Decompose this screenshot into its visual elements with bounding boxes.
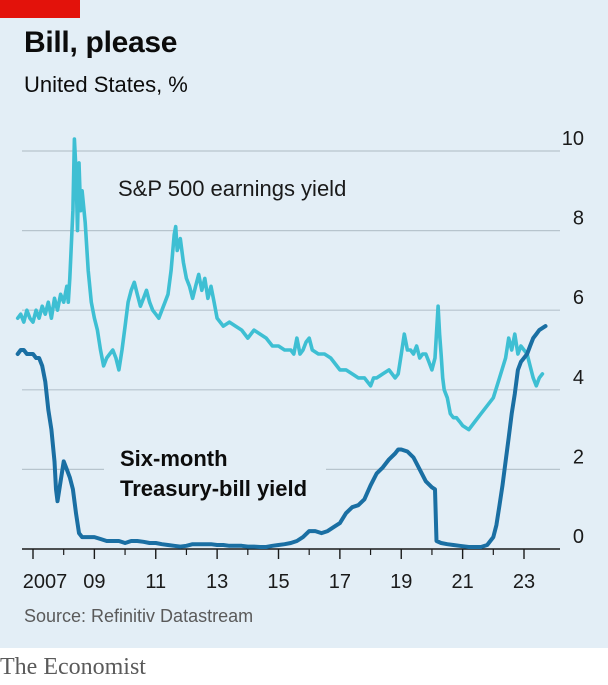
tbill-label-background [104, 440, 326, 506]
gridlines [22, 150, 560, 550]
tbill-series-label-line1: Six-month [120, 446, 228, 471]
x-tick-label: 09 [83, 571, 105, 593]
chart-title: Bill, please [24, 26, 178, 59]
sp500-series-label: S&P 500 earnings yield [118, 176, 346, 201]
y-tick-label: 10 [562, 128, 584, 150]
chart-subtitle: United States, % [24, 72, 188, 97]
x-tick-label: 19 [390, 571, 412, 593]
brand-red-tab [0, 0, 80, 18]
y-tick-label: 8 [573, 208, 584, 230]
x-tick-label: 17 [329, 571, 351, 593]
line-chart: 0 2 4 6 8 10 2007 09 11 13 15 17 19 21 23 S&P 500 ear… [15, 128, 584, 593]
y-tick-label: 0 [573, 526, 584, 548]
source-note: Source: Refinitiv Datastream [24, 606, 254, 626]
y-tick-label: 2 [573, 446, 584, 468]
x-axis-ticks: 2007 09 11 13 15 17 19 21 23 [23, 549, 535, 593]
series-lines [15, 137, 548, 549]
x-tick-label: 13 [206, 571, 228, 593]
x-tick-label: 21 [452, 571, 474, 593]
sp500-earnings-yield-line [15, 137, 545, 432]
tbill-series-label-line2: Treasury-bill yield [120, 476, 307, 501]
x-tick-label: 23 [513, 571, 535, 593]
y-tick-label: 6 [573, 287, 584, 309]
y-tick-label: 4 [573, 367, 584, 389]
publisher-brand: The Economist [0, 654, 146, 680]
x-tick-label: 11 [145, 571, 166, 593]
y-axis-ticks: 0 2 4 6 8 10 [562, 128, 584, 548]
series-labels: S&P 500 earnings yield Six-month Treasury-… [104, 176, 346, 506]
x-tick-label: 15 [267, 571, 289, 593]
x-tick-label: 2007 [23, 571, 68, 593]
tbill-yield-line [15, 324, 548, 549]
